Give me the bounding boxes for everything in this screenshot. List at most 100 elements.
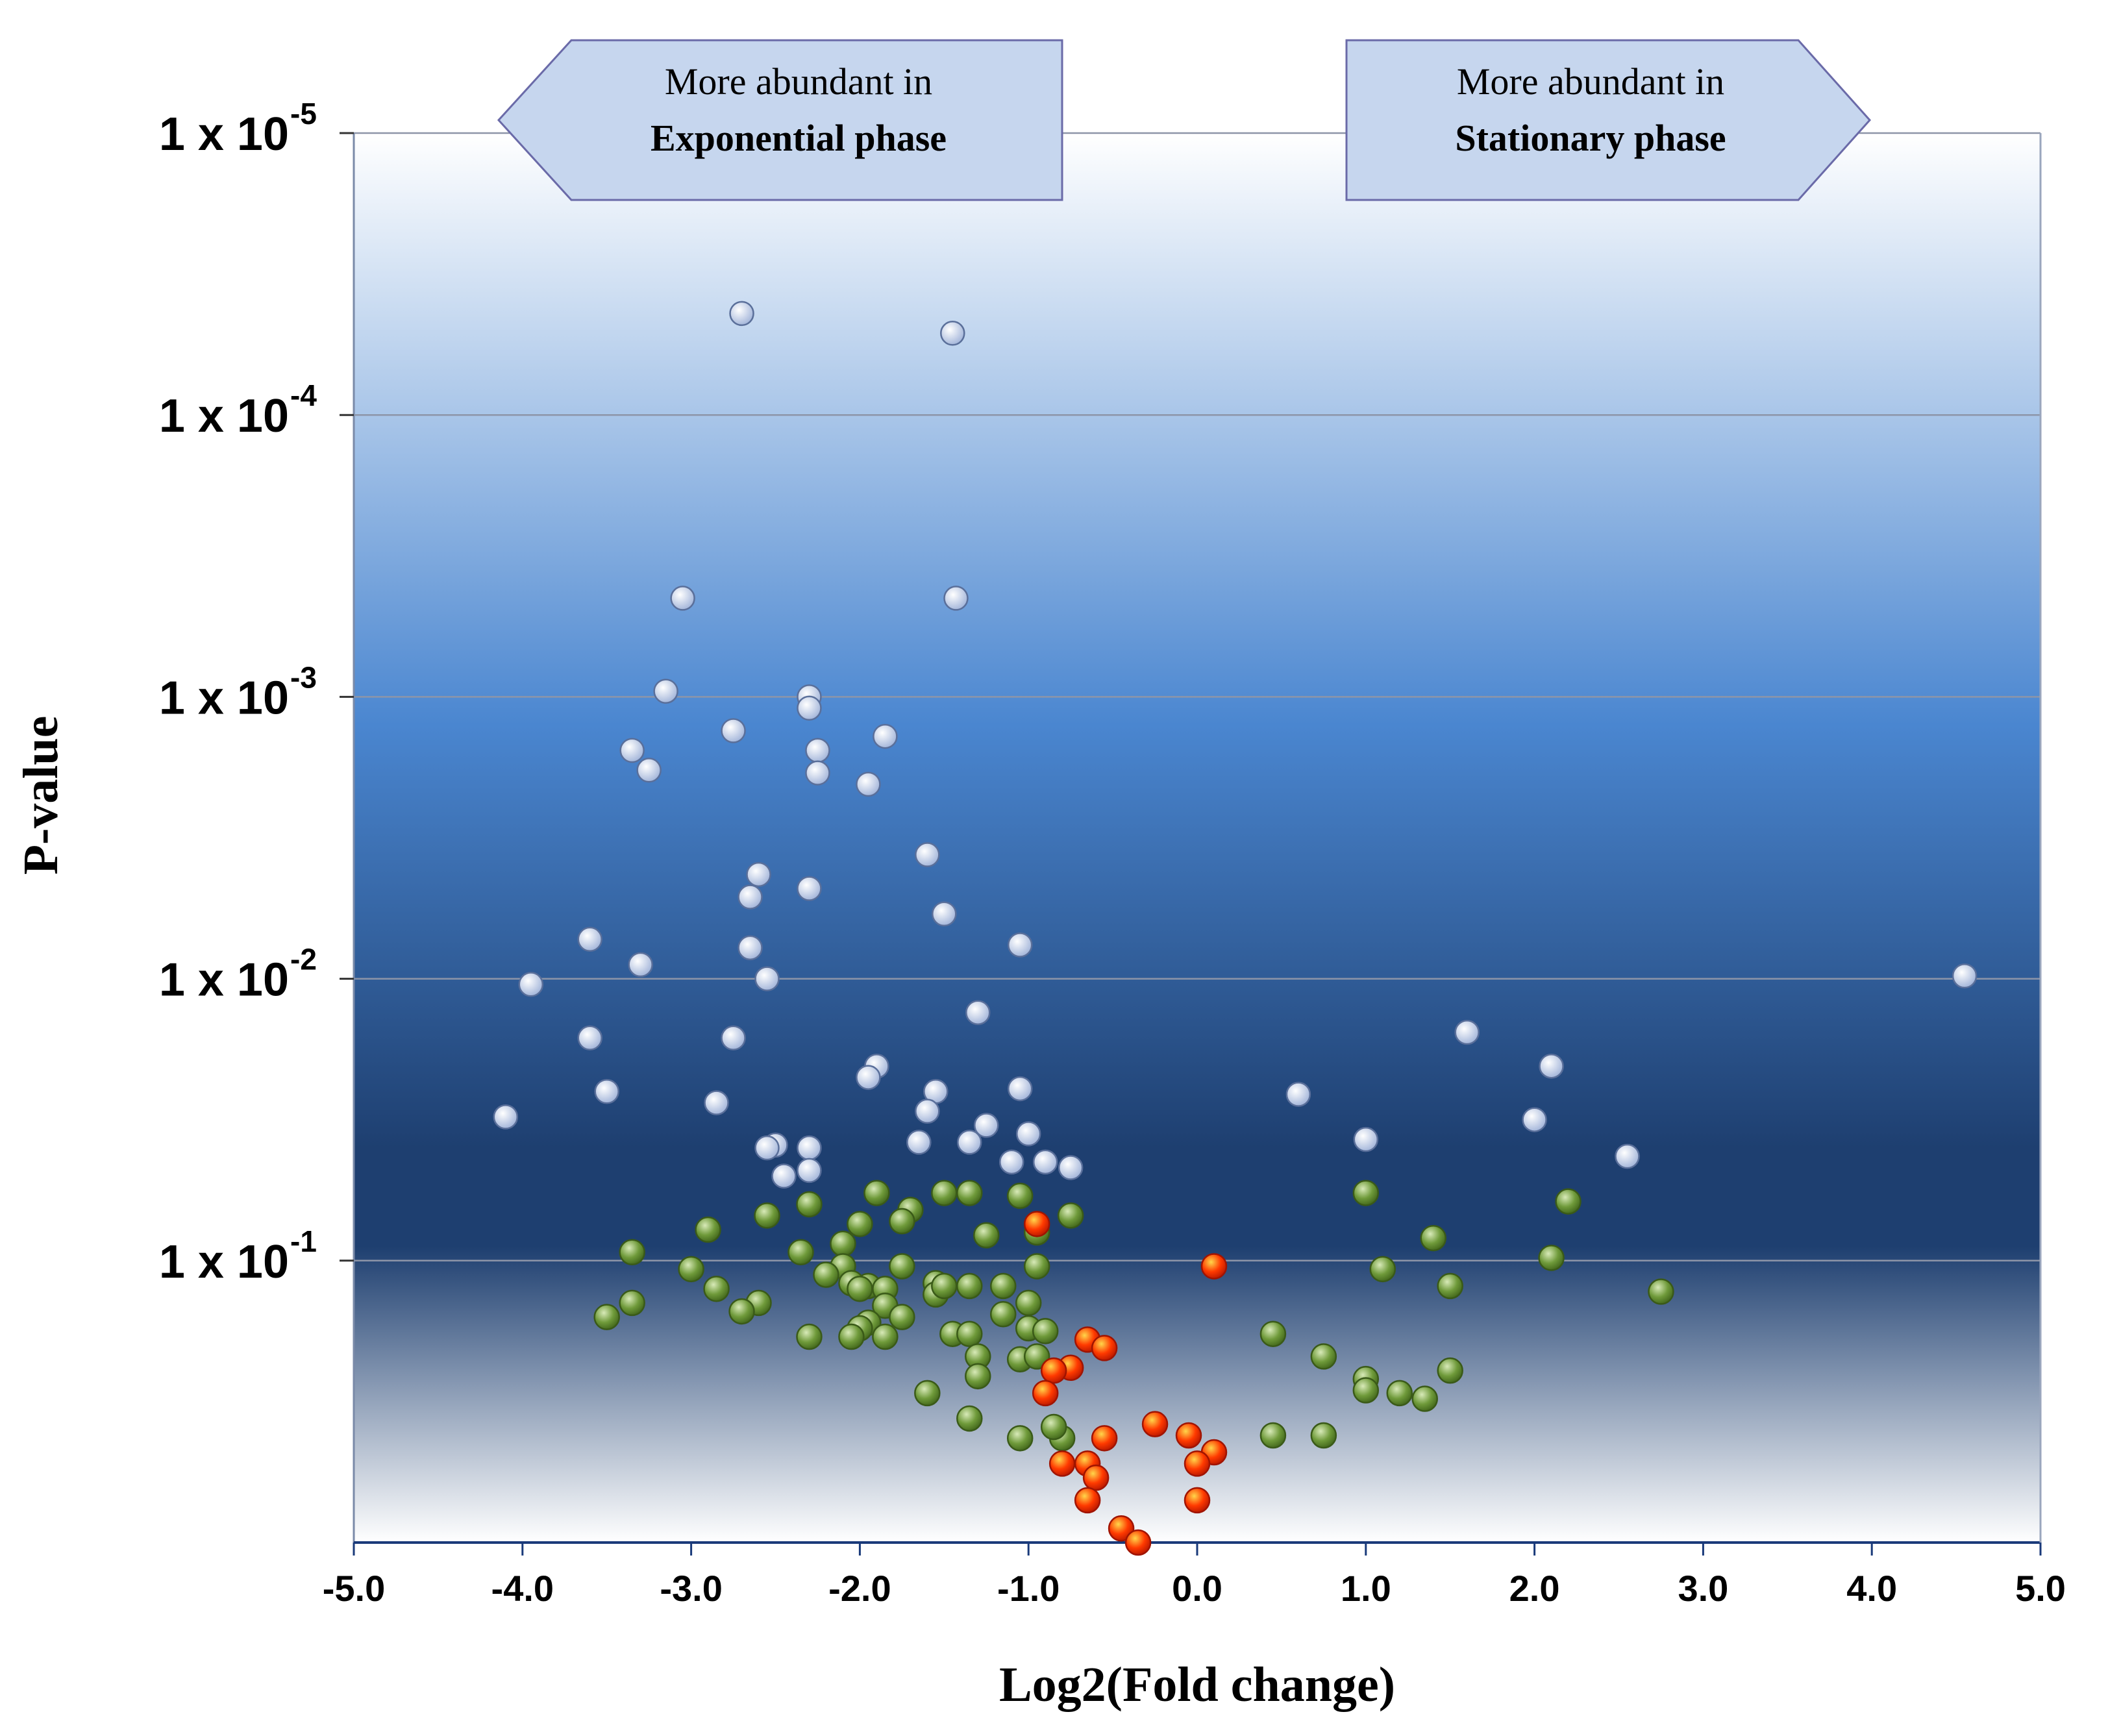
green-point-9 (847, 1211, 873, 1237)
blue-point-8 (873, 723, 898, 749)
blue-point-38 (915, 1098, 940, 1124)
y-tick-label-3: 1 x 10 (159, 954, 289, 1006)
green-point-63 (965, 1363, 991, 1390)
blue-point-14 (915, 842, 940, 867)
green-point-25 (1369, 1256, 1396, 1283)
green-point-26 (703, 1275, 730, 1302)
red-point-18 (1124, 1529, 1152, 1556)
blue-point-47 (906, 1130, 932, 1155)
x-axis-ticks: -5.0 -4.0 -3.0 -2.0 -1.0 0.0 1.0 2.0 3.0 4.0 5.0 (323, 1543, 2066, 1609)
green-point-11 (1057, 1202, 1084, 1229)
green-point-51 (796, 1323, 823, 1350)
blue-point-12 (805, 760, 830, 786)
red-point-6 (1032, 1380, 1059, 1407)
x-tick-label-3: -2.0 (828, 1568, 891, 1609)
blue-point-9 (619, 738, 645, 763)
green-point-45 (889, 1304, 915, 1330)
blue-point-41 (1522, 1107, 1547, 1132)
green-point-23 (1023, 1253, 1050, 1280)
green-point-67 (956, 1405, 983, 1432)
green-point-19 (678, 1256, 704, 1283)
blue-point-27 (1454, 1019, 1480, 1045)
green-point-64 (1386, 1380, 1413, 1407)
green-point-49 (872, 1323, 899, 1350)
green-point-7 (889, 1208, 915, 1235)
x-tick-label-10: 5.0 (2015, 1568, 2066, 1609)
blue-point-49 (998, 1149, 1024, 1175)
blue-point-39 (493, 1104, 519, 1130)
green-point-60 (1437, 1357, 1463, 1384)
green-point-35 (847, 1275, 873, 1302)
x-tick-label-5: 0.0 (1172, 1568, 1222, 1609)
blue-point-21 (1007, 932, 1033, 958)
callout-left-line2: Exponential phase (651, 117, 947, 159)
green-point-24 (1538, 1245, 1565, 1271)
green-point-71 (1259, 1422, 1287, 1449)
blue-point-43 (1353, 1126, 1379, 1152)
blue-point-13 (856, 771, 881, 797)
green-point-16 (619, 1239, 645, 1266)
x-tick-label-0: -5.0 (323, 1568, 386, 1609)
blue-point-22 (628, 952, 653, 978)
green-point-18 (830, 1230, 856, 1257)
blue-point-51 (797, 1158, 822, 1184)
blue-point-15 (746, 862, 771, 887)
red-point-16 (1184, 1487, 1211, 1514)
blue-point-16 (797, 876, 822, 901)
y-tick-label-1: 1 x 10 (159, 390, 289, 442)
red-point-9 (1175, 1422, 1202, 1449)
blue-point-34 (1007, 1076, 1033, 1102)
series-green (593, 1180, 1674, 1452)
plot-background (354, 133, 2040, 1543)
green-point-42 (593, 1304, 620, 1330)
green-point-5 (754, 1202, 780, 1229)
blue-point-10 (805, 738, 830, 763)
blue-point-35 (594, 1079, 619, 1104)
green-point-52 (838, 1323, 865, 1350)
green-point-65 (1411, 1385, 1438, 1412)
blue-point-54 (1615, 1143, 1640, 1169)
green-point-0 (931, 1180, 958, 1206)
blue-point-2 (670, 586, 695, 611)
green-point-8 (695, 1216, 721, 1243)
blue-point-53 (1058, 1155, 1084, 1180)
blue-point-52 (771, 1163, 797, 1189)
green-point-66 (1352, 1377, 1380, 1404)
green-point-55 (1259, 1321, 1287, 1347)
green-point-13 (1352, 1180, 1380, 1206)
y-tick-exponent-4: -1 (290, 1224, 317, 1258)
green-point-58 (1023, 1343, 1050, 1370)
red-point-0 (1023, 1211, 1050, 1237)
blue-point-0 (729, 301, 754, 327)
blue-point-26 (965, 1000, 991, 1025)
green-point-32 (956, 1272, 983, 1300)
green-point-43 (728, 1298, 755, 1325)
red-point-8 (1091, 1425, 1118, 1452)
y-tick-exponent-3: -2 (290, 943, 317, 976)
green-point-48 (1032, 1318, 1059, 1345)
red-point-3 (1091, 1335, 1118, 1361)
x-tick-label-1: -4.0 (491, 1568, 554, 1609)
blue-point-24 (518, 972, 544, 997)
green-point-22 (889, 1253, 915, 1280)
y-tick-label-2: 1 x 10 (159, 672, 289, 724)
blue-point-20 (738, 935, 763, 961)
blue-point-40 (974, 1113, 999, 1138)
callout-right-line1: More abundant in (1457, 60, 1724, 103)
green-point-10 (973, 1222, 1000, 1248)
red-point-14 (1082, 1464, 1110, 1491)
green-point-68 (1006, 1425, 1034, 1452)
red-point-1 (1200, 1253, 1228, 1280)
green-point-17 (788, 1239, 814, 1266)
y-tick-label-0: 1 x 10 (159, 108, 289, 160)
blue-point-30 (1539, 1053, 1564, 1079)
callout-left-arrow-shape (497, 39, 1063, 201)
y-tick-label-4: 1 x 10 (159, 1236, 289, 1288)
y-tick-exponent-0: -5 (290, 97, 317, 130)
series-blue (493, 301, 1978, 1189)
y-tick-exponent-2: -3 (290, 660, 317, 694)
x-tick-label-9: 4.0 (1846, 1568, 1897, 1609)
callout-stationary: More abundant in Stationary phase (1345, 39, 1872, 201)
blue-point-1 (940, 321, 965, 346)
